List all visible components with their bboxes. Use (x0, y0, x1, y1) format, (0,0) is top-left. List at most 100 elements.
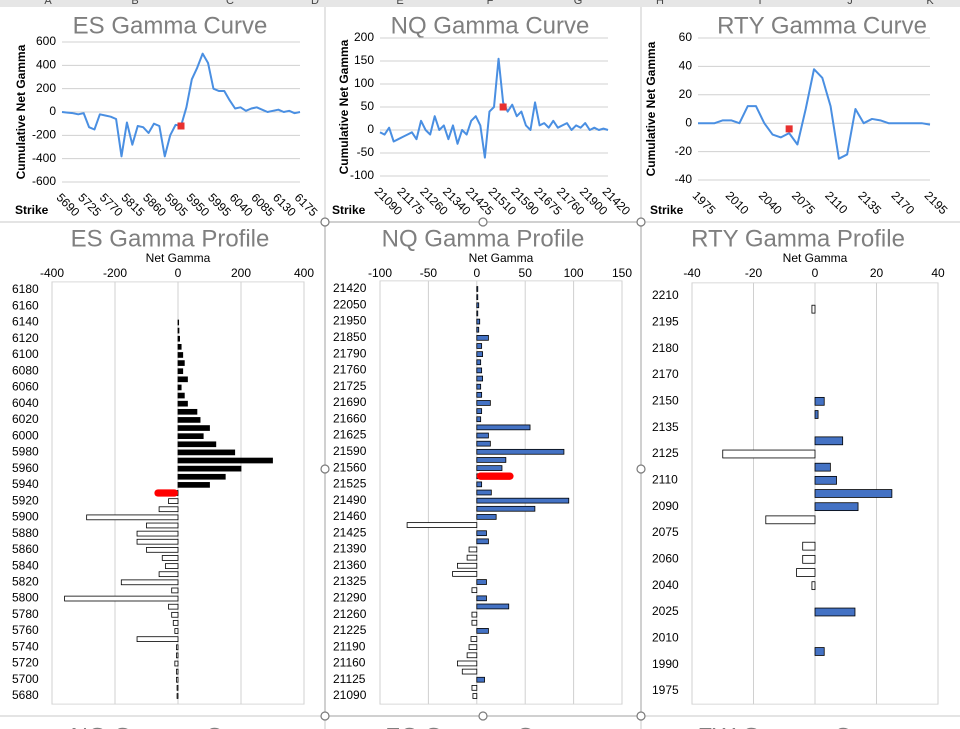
gamma-bar (476, 310, 479, 317)
y-tick-label: -600 (32, 174, 56, 188)
handle[interactable] (320, 217, 330, 227)
x-tick-label: 2110 (822, 188, 850, 216)
gamma-bar (476, 383, 482, 390)
y-tick-label: 6160 (12, 298, 39, 312)
gamma-bar (177, 360, 185, 366)
x-axis-title: Strike (650, 203, 684, 217)
chart-title: ZW Gamma Curve (698, 723, 898, 729)
handle[interactable] (320, 711, 330, 721)
column-header: J (847, 0, 853, 7)
gamma-bar (765, 515, 816, 525)
y-tick-label: 5760 (12, 623, 39, 637)
gamma-bar (476, 505, 536, 512)
x-tick-label: 5815 (119, 190, 148, 219)
handle[interactable] (320, 464, 330, 474)
y-tick-label: 6020 (12, 412, 39, 426)
gamma-bar (177, 457, 273, 464)
gamma-bar (814, 396, 825, 406)
price-marker (785, 125, 793, 133)
y-tick-label: -40 (675, 172, 693, 186)
gamma-bar (814, 410, 819, 419)
chart-title: NQ Gamma Curve (391, 12, 590, 39)
y-tick-label: 5700 (12, 672, 39, 686)
x-tick-label: 0 (175, 266, 182, 280)
y-tick-label: 21325 (333, 574, 367, 588)
y-tick-label: 0 (685, 115, 692, 129)
gamma-bar (796, 568, 816, 577)
gamma-bar (814, 647, 825, 656)
gamma-bar (174, 628, 179, 634)
gamma-bar (177, 449, 236, 456)
y-tick-label: 21460 (333, 509, 367, 523)
price-bar (154, 489, 178, 497)
y-tick-label: 0 (49, 104, 56, 118)
handle[interactable] (636, 217, 646, 227)
y-tick-label: 21625 (333, 428, 367, 442)
handle[interactable] (636, 464, 646, 474)
y-tick-label: 5920 (12, 493, 39, 507)
gamma-bar (802, 554, 816, 564)
gamma-bar (476, 595, 487, 602)
gamma-bar (177, 473, 226, 480)
chart-title: ES Gamma Profile (71, 225, 270, 252)
curve-line (698, 68, 931, 160)
y-tick-label: 600 (36, 34, 56, 48)
y-tick-label: 200 (354, 30, 374, 44)
y-tick-label: 21225 (333, 623, 367, 637)
y-tick-label: 6100 (12, 347, 39, 361)
x-tick-label: 2135 (855, 188, 884, 217)
y-tick-label: -20 (675, 144, 693, 158)
gamma-bar (457, 562, 478, 569)
gamma-bar (476, 440, 491, 447)
handle[interactable] (478, 711, 488, 721)
gamma-bar (177, 368, 184, 375)
y-tick-label: 2210 (652, 288, 679, 302)
gamma-bar (171, 611, 179, 618)
gamma-bar (476, 538, 489, 545)
y-tick-label: 21760 (333, 363, 367, 377)
gamma-bar (476, 530, 487, 537)
handle[interactable] (636, 711, 646, 721)
x-tick-label: 5950 (183, 190, 212, 219)
gamma-bar (476, 351, 484, 357)
x-tick-label: 50 (519, 266, 533, 280)
gamma-bar (476, 603, 510, 610)
gamma-bar (811, 581, 816, 591)
gamma-bar (161, 555, 179, 561)
gamma-bar (476, 334, 489, 341)
gamma-bar (814, 502, 859, 512)
y-tick-label: 5860 (12, 542, 39, 556)
gamma-bar (466, 652, 478, 659)
x-tick-label: 150 (612, 266, 632, 280)
y-tick-label: 150 (354, 53, 374, 67)
y-tick-label: 2110 (652, 473, 678, 487)
x-tick-label: 400 (294, 266, 314, 280)
y-tick-label: 21590 (333, 444, 367, 458)
x-tick-label: 5995 (205, 190, 234, 219)
x-tick-label: 5690 (54, 190, 83, 219)
y-tick-label: 6140 (12, 315, 39, 329)
y-tick-label: 21660 (333, 411, 367, 425)
gamma-bar (476, 457, 507, 463)
x-tick-label: 40 (931, 266, 945, 280)
y-tick-label: 200 (36, 81, 56, 95)
gamma-bar (468, 644, 478, 651)
gamma-bar (176, 685, 179, 691)
y-tick-label: 2125 (652, 446, 679, 460)
x-tick-label: -400 (40, 266, 64, 280)
y-tick-label: 21525 (333, 477, 367, 491)
y-tick-label: 20 (679, 87, 693, 101)
gamma-bar (177, 441, 217, 448)
x-tick-label: 100 (564, 266, 584, 280)
gamma-bar (177, 417, 201, 423)
y-tick-label: 21420 (333, 281, 367, 295)
gamma-bar (176, 693, 179, 699)
gamma-bar (406, 522, 478, 528)
gamma-bar (158, 571, 179, 578)
y-tick-label: 21290 (333, 590, 367, 604)
handle[interactable] (478, 217, 488, 227)
gamma-bar (64, 595, 179, 602)
gamma-bar (476, 432, 489, 439)
gamma-bar (158, 506, 179, 513)
gamma-bar (472, 693, 478, 699)
